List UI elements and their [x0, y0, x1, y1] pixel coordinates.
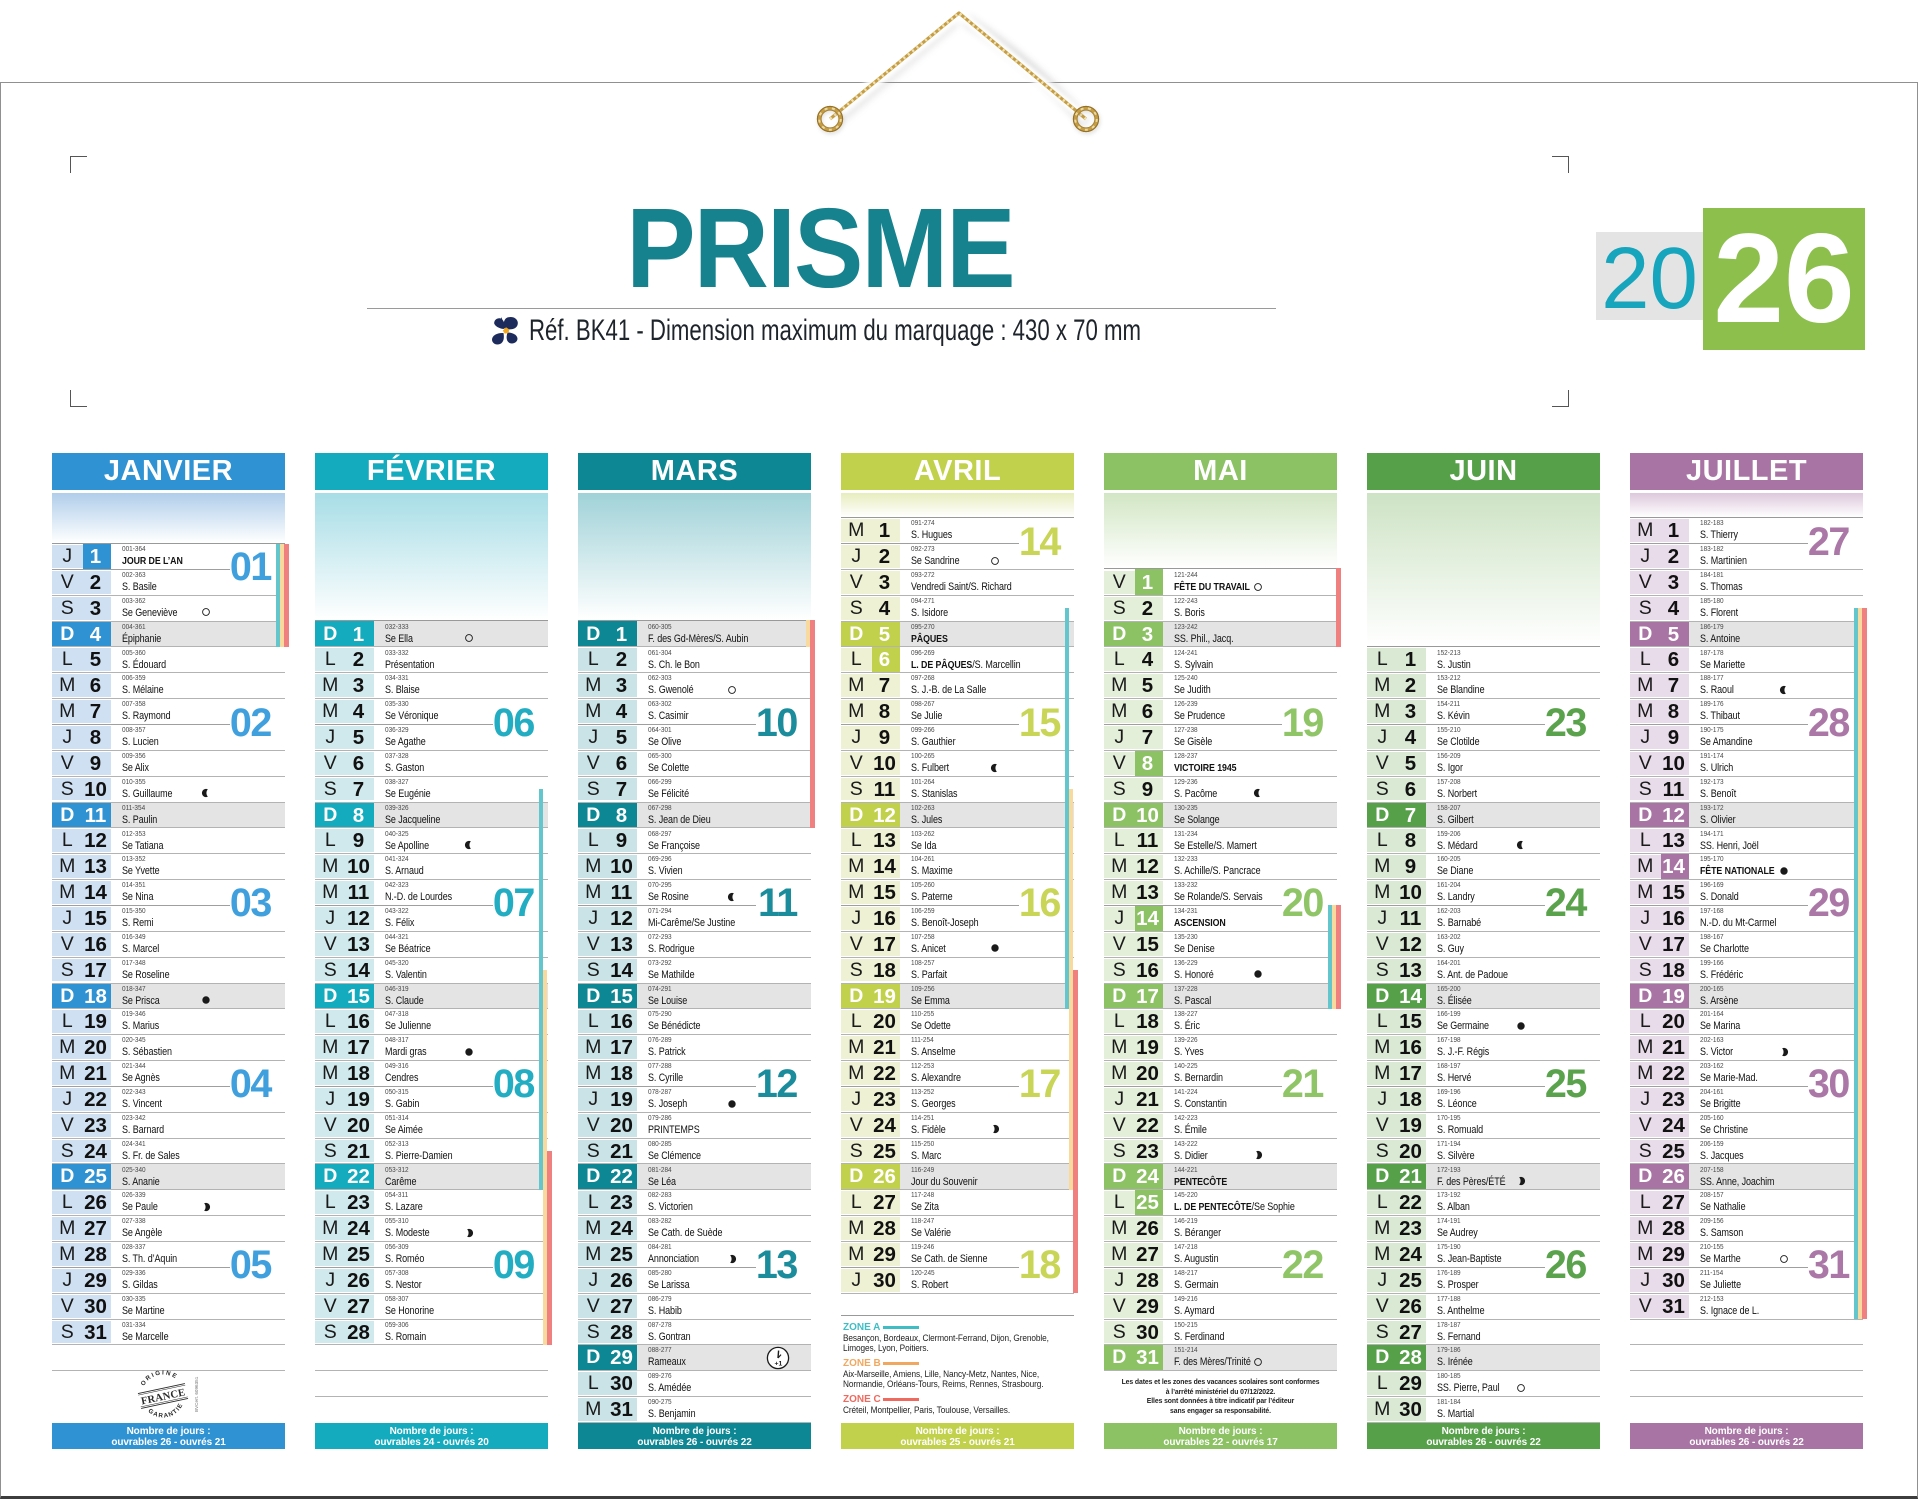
svg-text:ORIGINE: ORIGINE: [138, 1366, 181, 1388]
svg-text:+1: +1: [775, 1360, 783, 1367]
svg-text:BVCert. 6096351: BVCert. 6096351: [194, 1376, 199, 1412]
